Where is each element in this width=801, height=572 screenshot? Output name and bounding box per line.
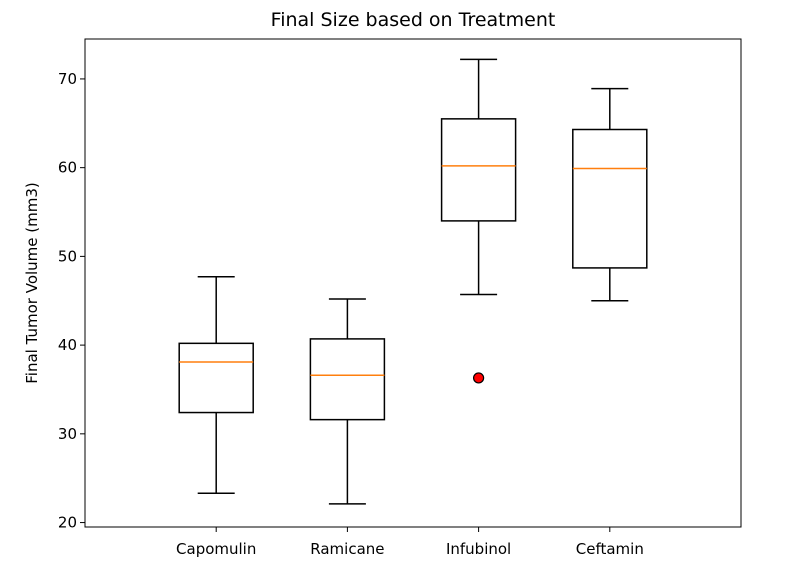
y-tick-label: 40	[58, 336, 77, 354]
x-tick-label: Infubinol	[446, 540, 511, 558]
y-tick-label: 30	[58, 425, 77, 443]
box-ramicane	[309, 298, 386, 505]
y-tick-label: 70	[58, 70, 77, 88]
box-infubinol	[440, 58, 517, 384]
plot-area: 20 30 40 50 60 70 Capomulin Ramicane Infubinol Ce…	[58, 58, 648, 558]
box-ceftamin	[572, 87, 648, 302]
iqr-box	[440, 118, 517, 222]
y-tick-label: 50	[58, 247, 77, 265]
iqr-box	[572, 128, 648, 269]
plot-frame	[84, 38, 742, 528]
y-tick-label: 60	[58, 159, 77, 177]
x-tick-label: Ceftamin	[576, 540, 644, 558]
chart-title: Final Size based on Treatment	[271, 9, 556, 31]
iqr-box	[178, 342, 254, 414]
y-axis-label: Final Tumor Volume (mm3)	[23, 182, 41, 383]
iqr-box	[309, 338, 386, 421]
box-capomulin	[178, 276, 254, 495]
y-tick-label: 20	[58, 514, 77, 532]
x-tick-label: Capomulin	[176, 540, 256, 558]
x-tick-label: Ramicane	[310, 540, 384, 558]
outlier-point	[473, 372, 485, 384]
